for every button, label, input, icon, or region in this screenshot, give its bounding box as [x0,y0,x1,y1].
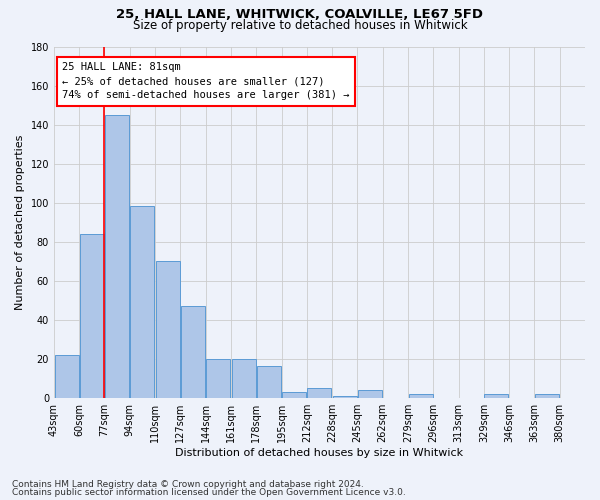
Text: Contains public sector information licensed under the Open Government Licence v3: Contains public sector information licen… [12,488,406,497]
Bar [181,306,205,398]
Y-axis label: Number of detached properties: Number of detached properties [15,134,25,310]
Bar [232,358,256,398]
Bar [257,366,281,398]
Text: Contains HM Land Registry data © Crown copyright and database right 2024.: Contains HM Land Registry data © Crown c… [12,480,364,489]
Bar [105,115,129,398]
Text: Size of property relative to detached houses in Whitwick: Size of property relative to detached ho… [133,19,467,32]
Bar [307,388,331,398]
Bar [130,206,154,398]
Bar [409,394,433,398]
Bar [333,396,357,398]
Bar [535,394,559,398]
Bar [282,392,306,398]
X-axis label: Distribution of detached houses by size in Whitwick: Distribution of detached houses by size … [175,448,464,458]
Bar [484,394,508,398]
Bar [80,234,104,398]
Text: 25, HALL LANE, WHITWICK, COALVILLE, LE67 5FD: 25, HALL LANE, WHITWICK, COALVILLE, LE67… [116,8,484,20]
Bar [55,355,79,398]
Bar [156,261,180,398]
Bar [206,358,230,398]
Bar [358,390,382,398]
Text: 25 HALL LANE: 81sqm
← 25% of detached houses are smaller (127)
74% of semi-detac: 25 HALL LANE: 81sqm ← 25% of detached ho… [62,62,349,100]
